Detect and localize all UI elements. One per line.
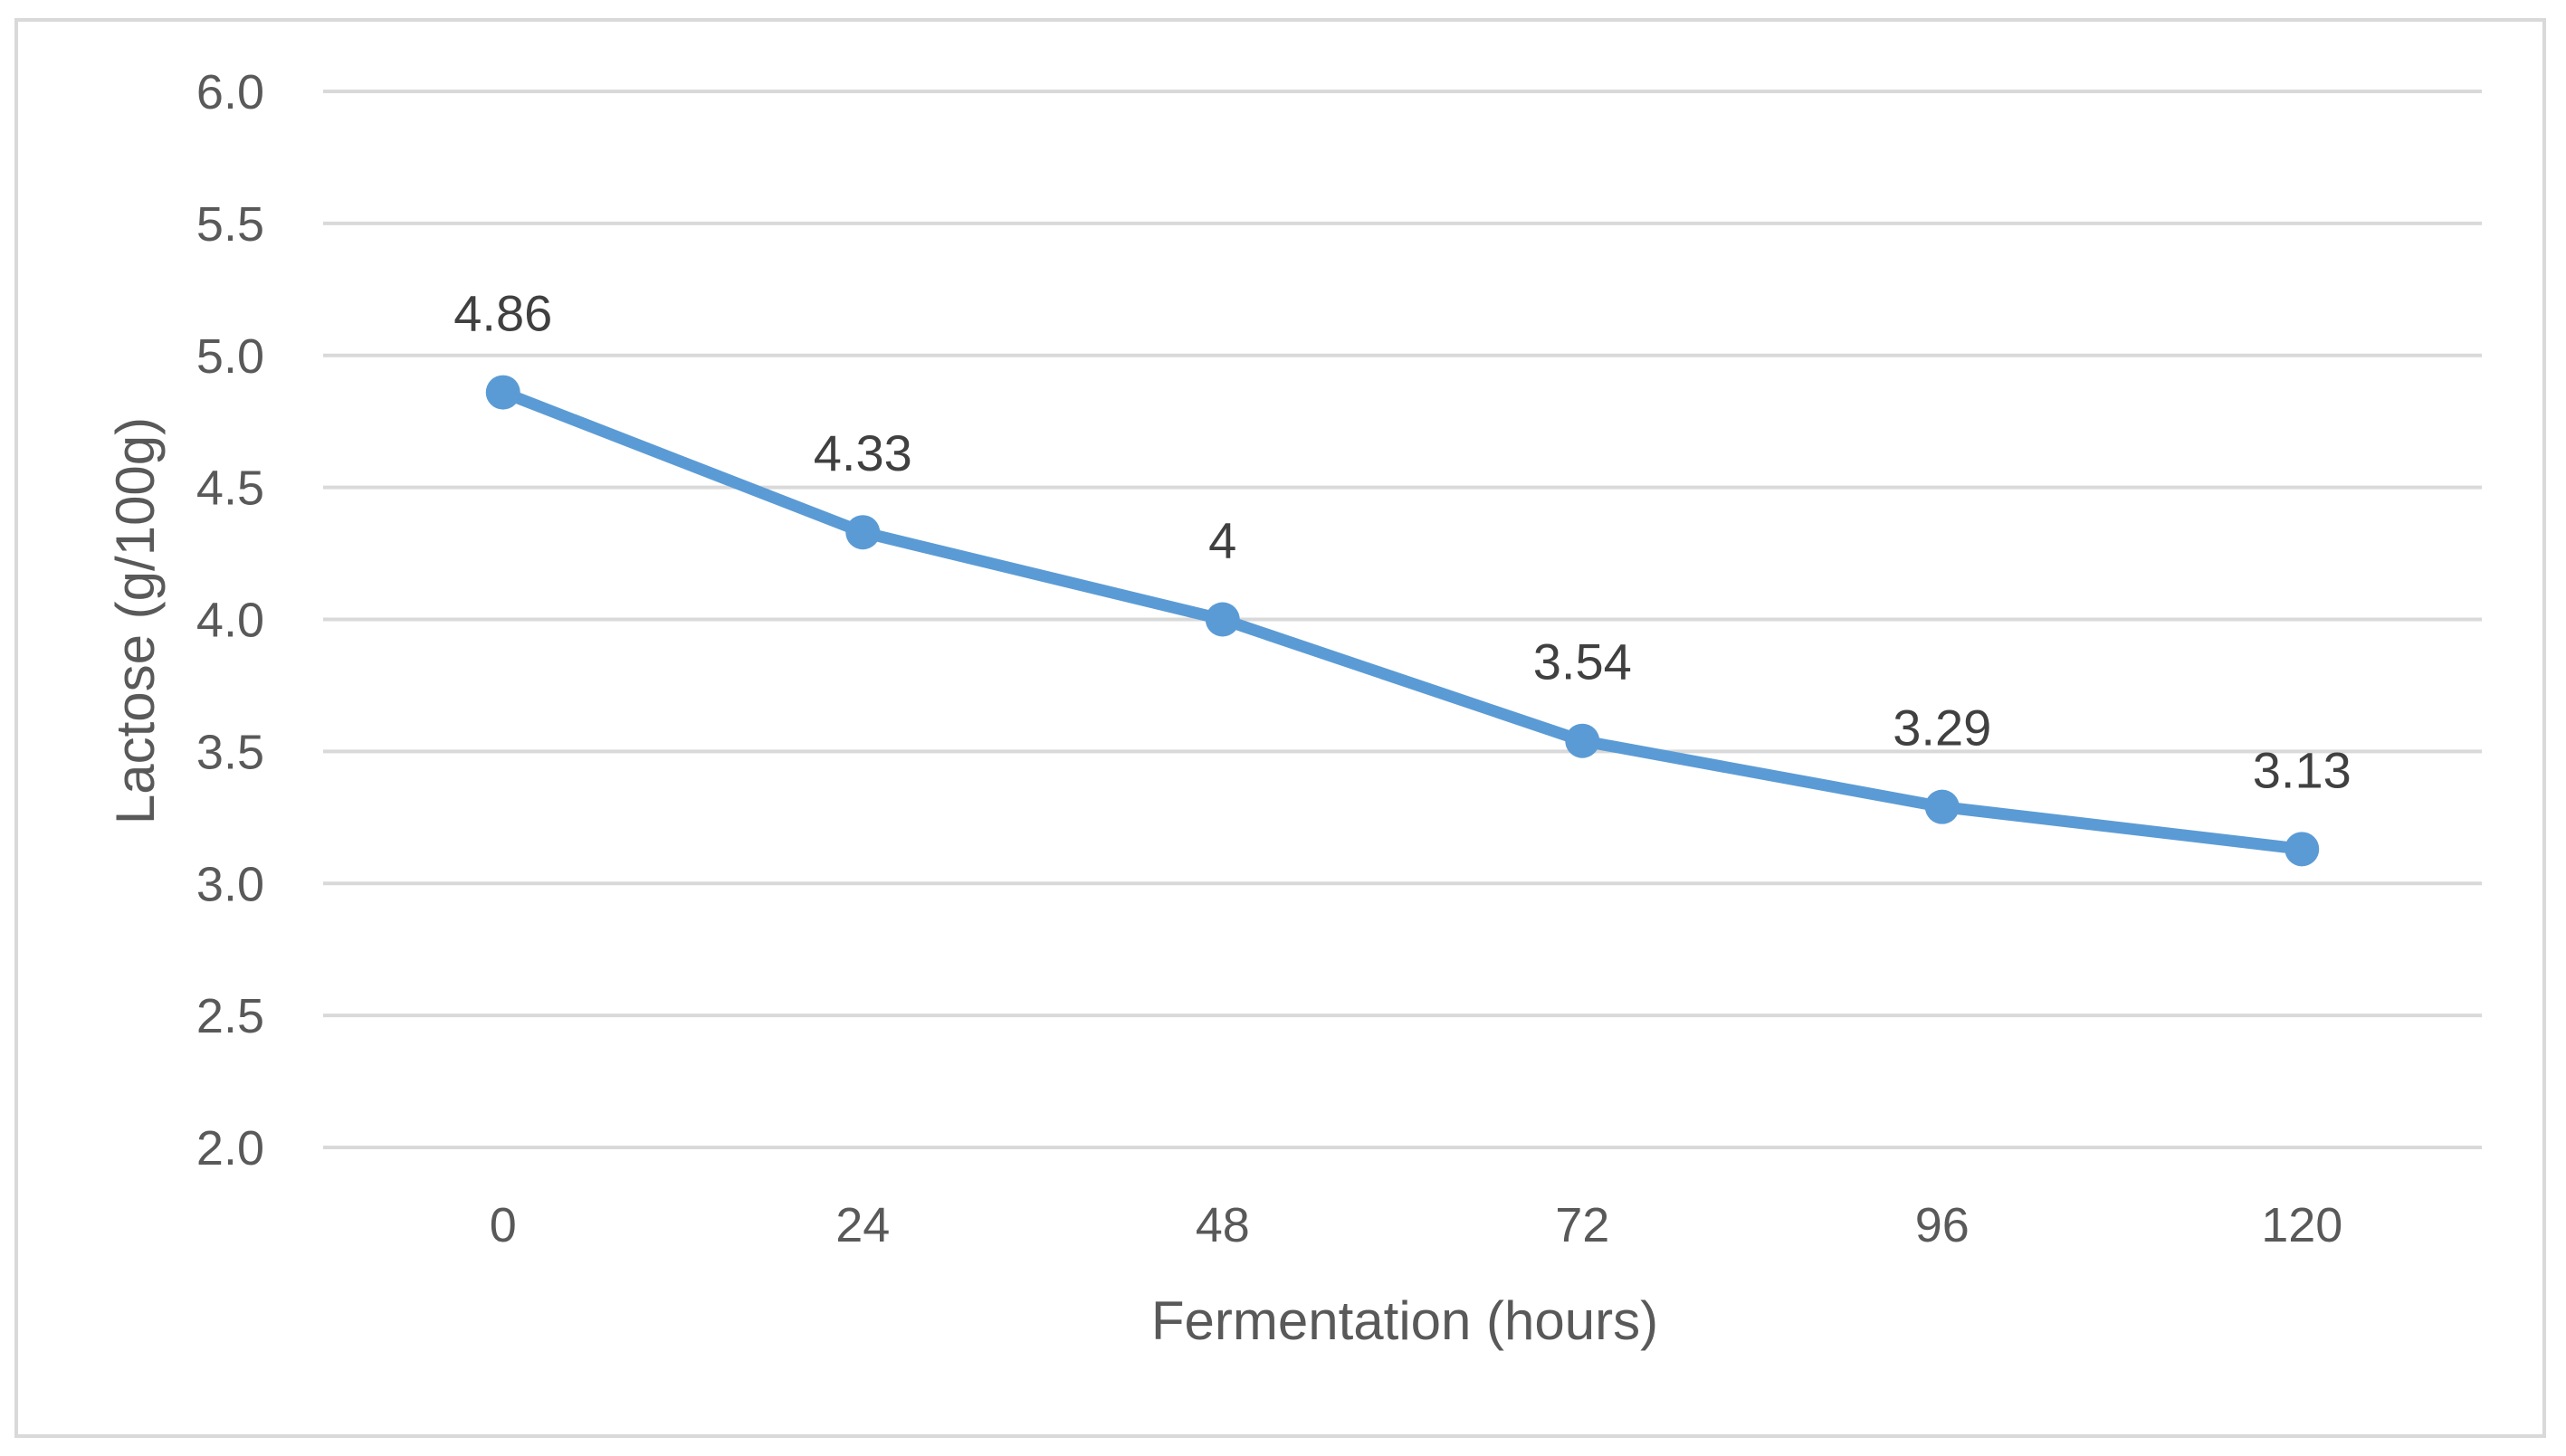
y-tick-label: 5.0 [196, 329, 264, 384]
data-label: 4.86 [453, 285, 552, 342]
data-point [485, 375, 520, 410]
data-label: 3.29 [1893, 699, 1991, 757]
data-label: 3.13 [2253, 741, 2351, 798]
x-axis-ticks: 0 24 48 72 96 120 [490, 1198, 2343, 1252]
data-labels: 4.86 4.33 4 3.54 3.29 3.13 [453, 285, 2351, 799]
x-tick-label: 96 [1915, 1198, 1970, 1252]
y-axis-ticks: 2.0 2.5 3.0 3.5 4.0 4.5 5.0 5.5 6.0 [196, 65, 264, 1175]
series-lactose [485, 375, 2320, 867]
y-tick-label: 2.5 [196, 989, 264, 1043]
y-tick-label: 6.0 [196, 65, 264, 119]
y-tick-label: 4.0 [196, 594, 264, 648]
chart-frame [14, 18, 2546, 1438]
x-tick-label: 48 [1196, 1198, 1250, 1252]
x-tick-label: 72 [1555, 1198, 1609, 1252]
data-point [1565, 723, 1600, 758]
x-tick-label: 120 [2261, 1198, 2342, 1252]
gridlines [323, 90, 2482, 1149]
series-line [497, 386, 2308, 855]
data-label: 4.33 [814, 424, 912, 481]
y-tick-label: 3.5 [196, 725, 264, 779]
y-tick-label: 2.0 [196, 1121, 264, 1175]
y-tick-label: 5.5 [196, 197, 264, 252]
data-point [845, 515, 881, 550]
y-tick-label: 3.0 [196, 857, 264, 911]
y-axis-title: Lactose (g/100g) [105, 417, 166, 824]
data-point [1205, 602, 1240, 637]
y-tick-label: 4.5 [196, 462, 264, 516]
x-tick-label: 24 [835, 1198, 890, 1252]
data-label: 3.54 [1533, 633, 1632, 690]
data-label: 4 [1208, 512, 1236, 569]
data-point [1924, 789, 1960, 824]
x-axis-title: Fermentation (hours) [1151, 1290, 1658, 1351]
x-tick-label: 0 [490, 1198, 517, 1252]
data-point [2285, 832, 2320, 867]
